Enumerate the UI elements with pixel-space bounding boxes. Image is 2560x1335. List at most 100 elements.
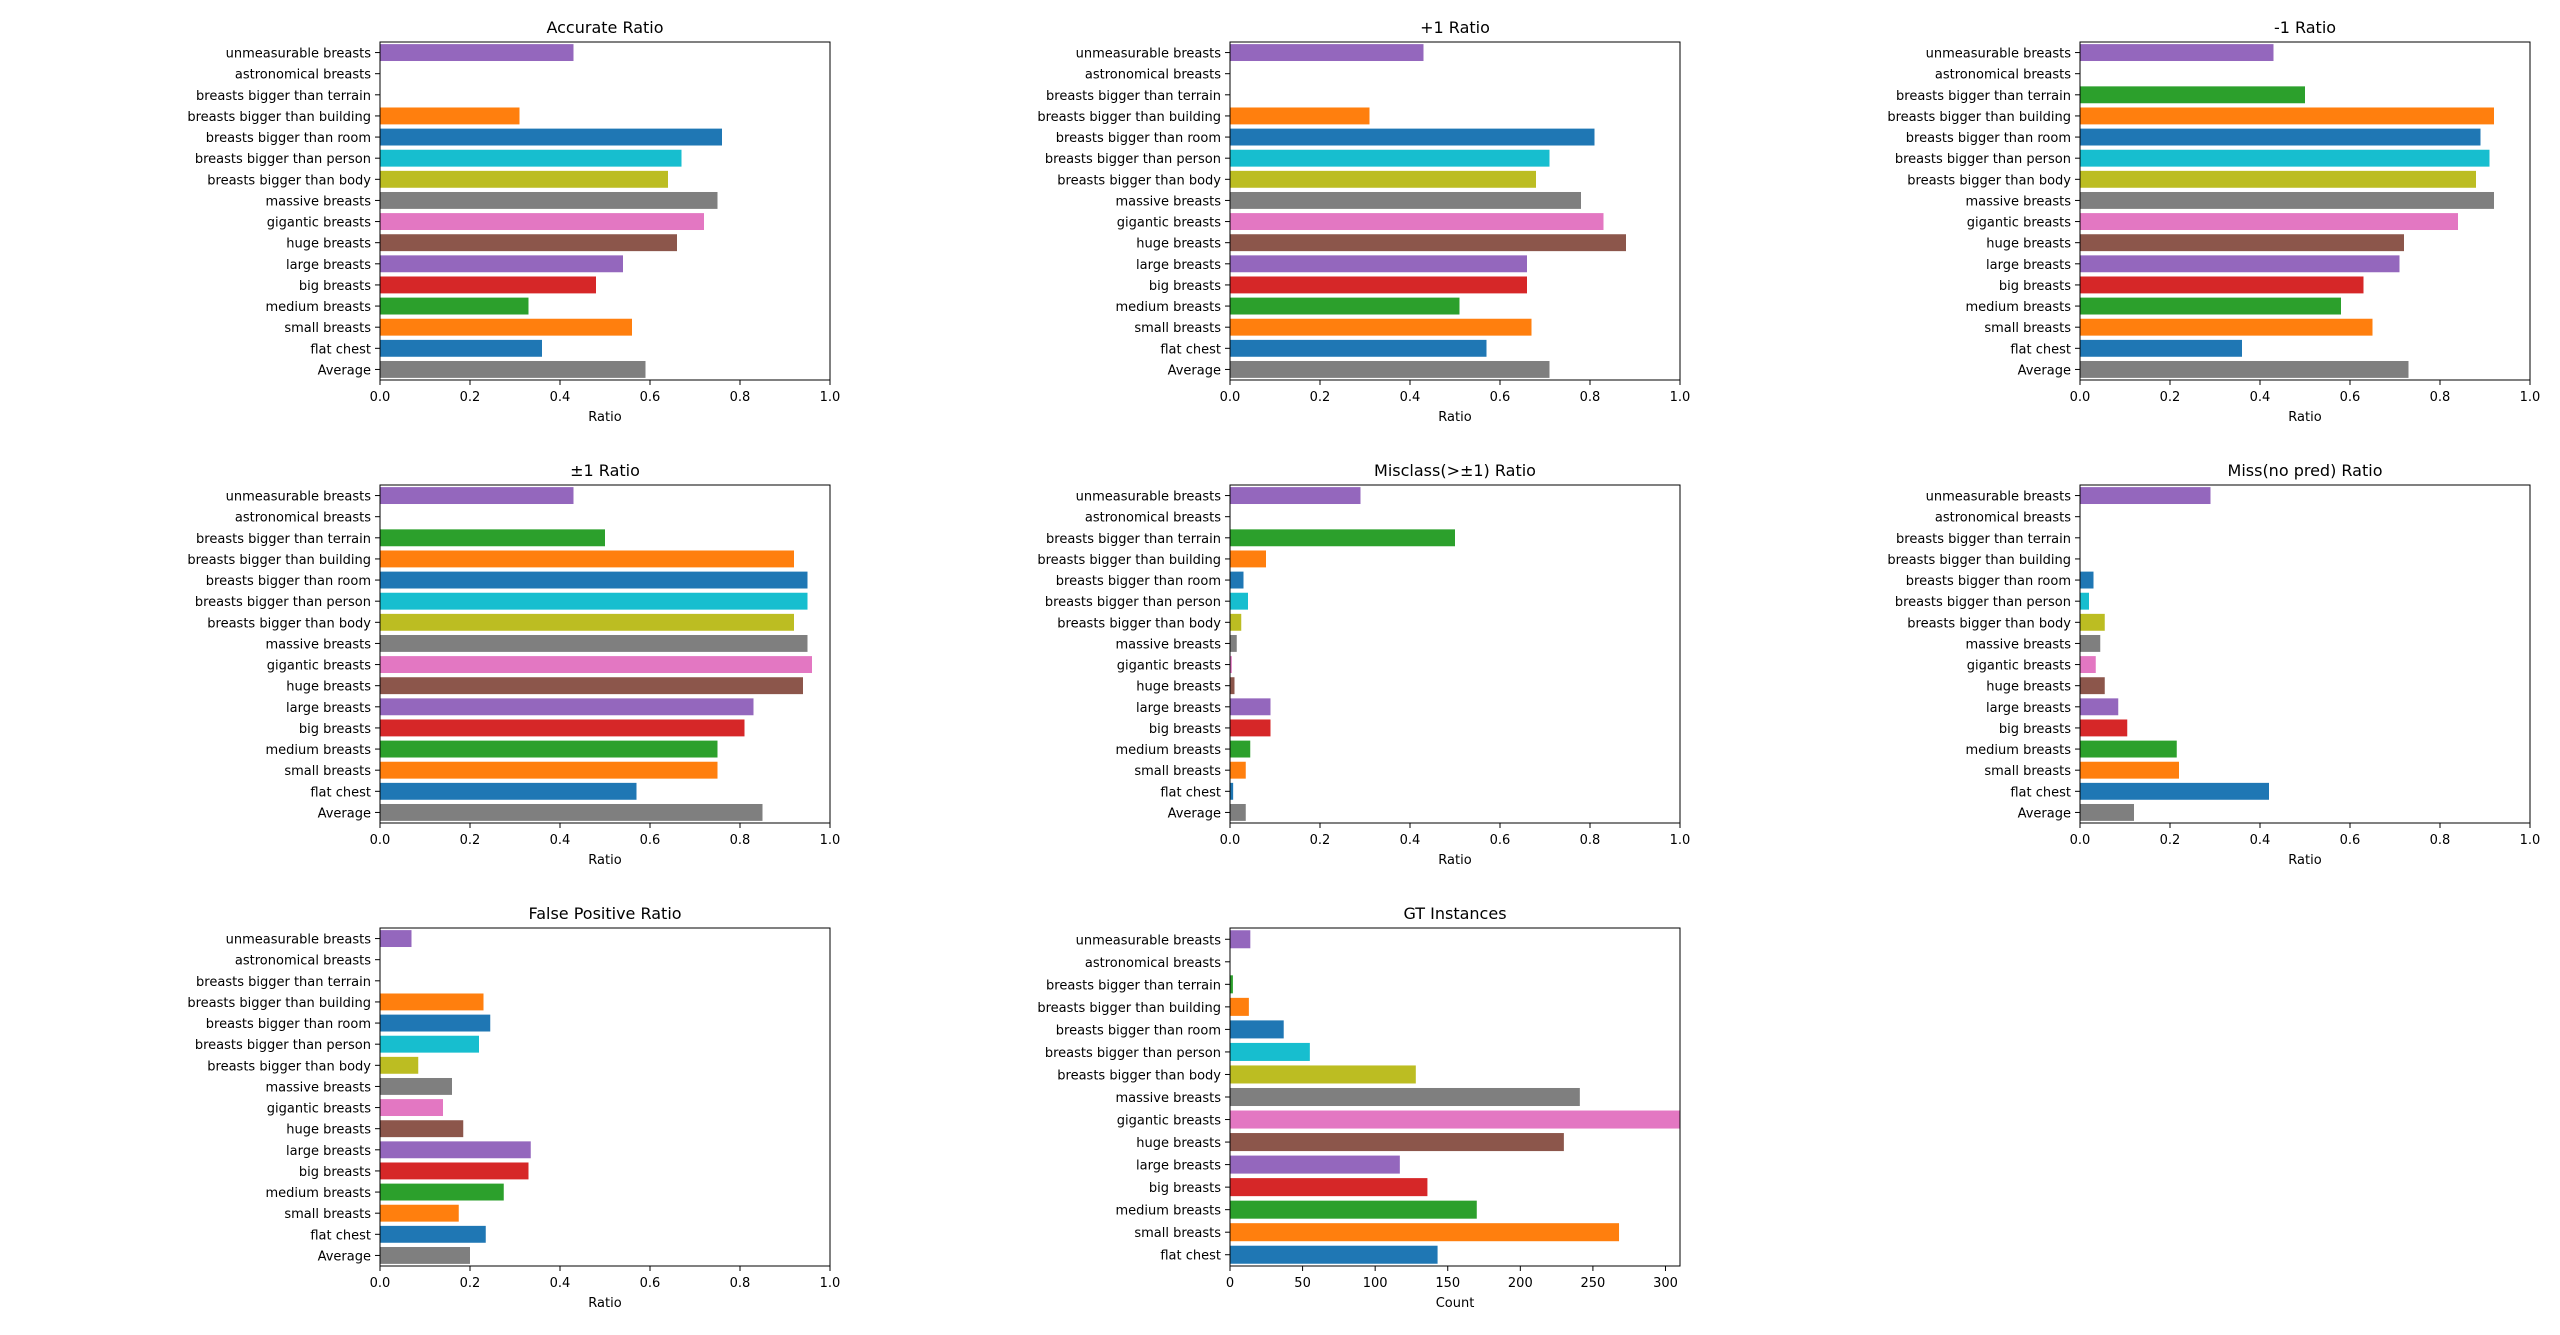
y-tick-label: huge breasts [1136,680,1221,695]
bar-small-breasts [380,318,632,336]
y-tick-label: unmeasurable breasts [226,490,372,505]
chart-1-ratio: -1 Ratio unmeasurable breasts astronomical… [1887,18,2540,425]
y-tick-label: medium breasts [1966,300,2072,315]
x-tick-label: 0.0 [370,833,391,848]
y-tick-label: astronomical breasts [1935,68,2071,83]
bar-medium-breasts [1230,297,1460,315]
y-tick-label: breasts bigger than terrain [196,975,371,990]
y-tick-label: gigantic breasts [1967,659,2071,674]
x-tick-label: 0.6 [2340,833,2361,848]
axes-frame [2079,41,2531,381]
chart-title: Misclass(>±1) Ratio [1374,461,1536,480]
bar-medium-breasts [380,297,529,315]
y-tick-label: breasts bigger than person [1045,595,1221,610]
x-tick-label: 0.8 [730,833,751,848]
x-tick-label: 0.0 [370,1276,391,1291]
bar-huge-breasts [380,1120,464,1138]
y-tick-label: flat chest [1160,1249,1221,1264]
y-tick-label: gigantic breasts [1117,659,1221,674]
bar-large-breasts [380,255,623,273]
bar-unmeasurable-breasts [380,487,574,505]
y-tick-label: medium breasts [266,743,372,758]
y-tick-label: large breasts [1136,1159,1221,1174]
bar-big-breasts [380,719,745,737]
y-tick-label: breasts bigger than body [1907,173,2071,188]
axes-frame [1229,41,1681,381]
bar-small-breasts [2080,318,2373,336]
y-tick-label: massive breasts [1115,194,1221,209]
bar-breasts-bigger-than-person [2080,592,2089,610]
y-tick-label: breasts bigger than person [1895,595,2071,610]
bar-breasts-bigger-than-body [1230,1065,1416,1084]
y-tick-label: breasts bigger than person [1045,1046,1221,1061]
y-tick-label: breasts bigger than room [206,574,371,589]
y-tick-label: medium breasts [1116,300,1222,315]
y-tick-label: breasts bigger than room [1906,574,2071,589]
bar-unmeasurable-breasts [2080,44,2274,62]
bar-breasts-bigger-than-room [1230,128,1595,146]
y-tick-label: breasts bigger than building [187,553,371,568]
y-tick-label: breasts bigger than body [1057,1068,1221,1083]
y-tick-label: huge breasts [286,237,371,252]
bar-flat-chest [2080,782,2269,800]
y-tick-label: breasts bigger than body [207,616,371,631]
bar-breasts-bigger-than-building [380,993,484,1011]
bar-breasts-bigger-than-room [1230,571,1244,589]
y-tick-label: flat chest [310,1228,371,1243]
x-tick-label: 0.2 [1310,390,1331,405]
bar-flat-chest [1230,782,1234,800]
bar-breasts-bigger-than-body [380,170,668,188]
bar-huge-breasts [380,677,803,695]
y-tick-label: flat chest [1160,785,1221,800]
chart-gt-instances: GT Instances unmeasurable breasts astronom… [1037,904,1681,1311]
y-tick-label: huge breasts [286,680,371,695]
bar-massive-breasts [2080,191,2494,209]
bar-breasts-bigger-than-room [380,1014,491,1032]
bar-breasts-bigger-than-person [380,592,808,610]
y-tick-label: breasts bigger than terrain [1896,89,2071,104]
y-tick-label: massive breasts [1115,1091,1221,1106]
bar-gigantic-breasts [1230,213,1604,231]
y-tick-label: massive breasts [265,1080,371,1095]
bar-flat-chest [1230,339,1487,357]
x-tick-label: 0.4 [1400,833,1421,848]
y-tick-label: medium breasts [266,300,372,315]
bar-medium-breasts [380,740,718,758]
y-tick-label: flat chest [310,785,371,800]
y-tick-label: big breasts [299,1165,371,1180]
bar-breasts-bigger-than-terrain [1230,975,1233,994]
x-tick-label: 0.6 [2340,390,2361,405]
bar-breasts-bigger-than-terrain [2080,86,2305,104]
bar-breasts-bigger-than-body [380,1056,419,1074]
y-tick-label: Average [1168,363,1221,378]
chart-1-ratio: ±1 Ratio unmeasurable breasts astronomical… [187,461,840,868]
bar-breasts-bigger-than-person [1230,592,1248,610]
bar-flat-chest [380,339,542,357]
chart-title: Accurate Ratio [546,18,663,37]
y-tick-label: breasts bigger than terrain [196,532,371,547]
y-tick-label: Average [2018,363,2071,378]
x-tick-label: 0.0 [1220,833,1241,848]
x-tick-label: 250 [1580,1276,1605,1291]
bar-average [1230,803,1246,821]
bar-gigantic-breasts [1230,656,1232,674]
y-tick-label: flat chest [2010,785,2071,800]
bar-gigantic-breasts [2080,213,2458,231]
x-tick-label: 0.0 [1220,390,1241,405]
x-tick-label: 0.4 [550,1276,571,1291]
x-axis-label: Count [1436,1296,1475,1311]
x-tick-label: 0.0 [370,390,391,405]
x-tick-label: 150 [1435,1276,1460,1291]
bar-flat-chest [2080,339,2242,357]
chart-title: +1 Ratio [1420,18,1490,37]
y-tick-label: medium breasts [1966,743,2072,758]
x-axis-label: Ratio [588,1296,621,1311]
y-tick-label: massive breasts [265,637,371,652]
y-tick-label: unmeasurable breasts [1076,47,1222,62]
y-tick-label: small breasts [284,321,371,336]
y-tick-label: breasts bigger than body [207,1059,371,1074]
x-tick-label: 0.2 [460,390,481,405]
y-tick-label: small breasts [1984,764,2071,779]
bar-breasts-bigger-than-room [380,128,722,146]
bar-large-breasts [380,698,754,716]
